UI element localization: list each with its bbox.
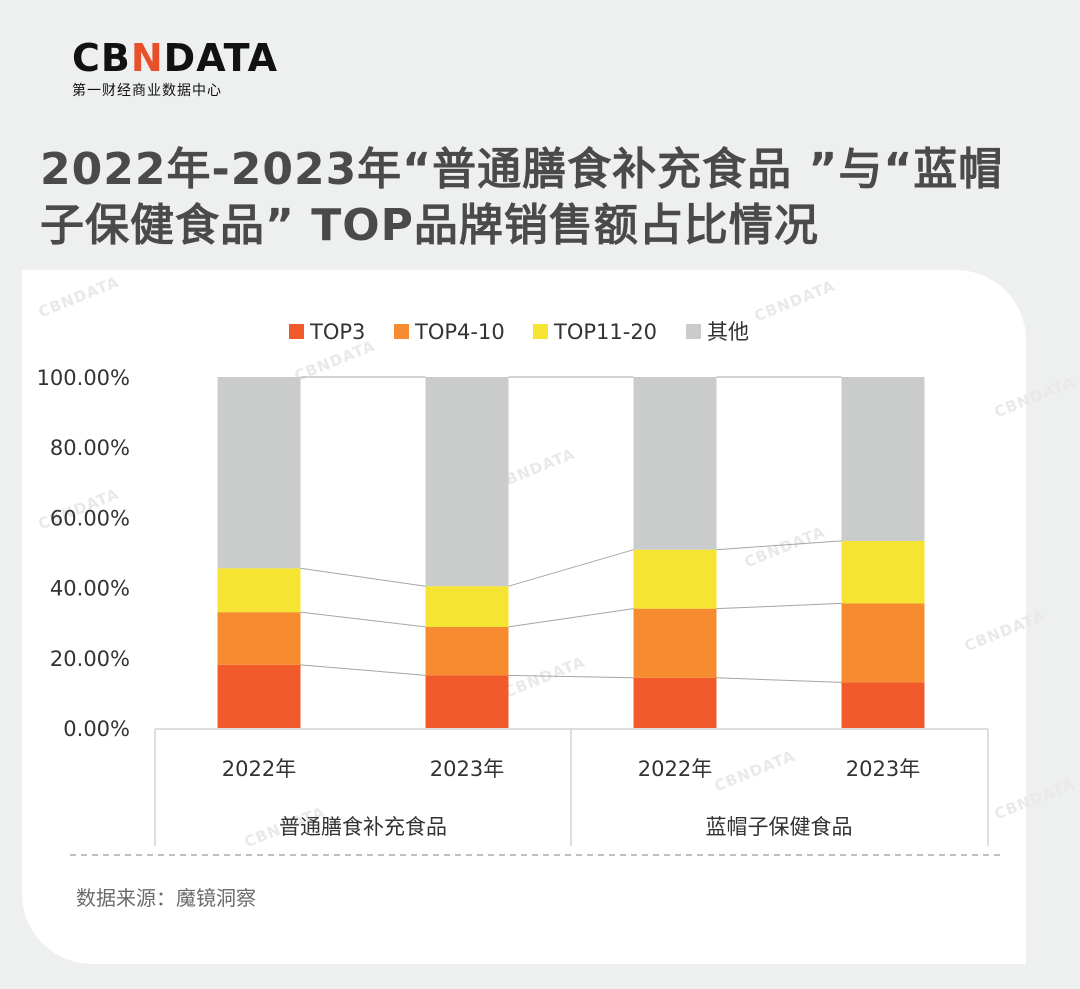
bar-segment-TOP11-20 xyxy=(841,540,925,604)
bar-segment-TOP4-10 xyxy=(217,612,301,665)
logo-text-accent: N xyxy=(130,36,164,80)
bar-segment-TOP4-10 xyxy=(633,608,717,678)
series-line xyxy=(300,664,426,676)
y-tick-label: 80.00% xyxy=(50,436,130,460)
series-line xyxy=(300,567,426,587)
bar-segment-TOP11-20 xyxy=(217,568,301,613)
y-tick-label: 40.00% xyxy=(50,577,130,601)
bar-segment-其他 xyxy=(633,377,717,550)
y-tick-label: 100.00% xyxy=(37,366,130,390)
x-tick-label: 2023年 xyxy=(430,757,504,781)
x-tick-label: 2022年 xyxy=(222,757,296,781)
y-tick-label: 0.00% xyxy=(63,717,130,741)
bar-segment-TOP3 xyxy=(633,677,717,728)
series-line xyxy=(716,602,842,610)
legend-label-4: 其他 xyxy=(707,320,749,344)
logo-subtitle: 第一财经商业数据中心 xyxy=(72,83,222,99)
bar-segment-其他 xyxy=(841,377,925,541)
x-tick-label: 2022年 xyxy=(638,757,712,781)
bar-segment-其他 xyxy=(425,377,509,587)
legend-swatch-3 xyxy=(533,324,548,339)
legend-label-3: TOP11-20 xyxy=(553,320,657,344)
bar-segment-TOP11-20 xyxy=(633,549,717,609)
logo-text-right: DATA xyxy=(163,36,279,80)
bar-segment-TOP4-10 xyxy=(841,603,925,683)
legend-label-1: TOP3 xyxy=(309,320,365,344)
cbndata-logo: CBNDATA 第一财经商业数据中心 xyxy=(72,38,278,100)
x-group-label: 普通膳食补充食品 xyxy=(279,815,447,839)
x-tick-label: 2023年 xyxy=(846,757,920,781)
bar-segment-其他 xyxy=(217,377,301,569)
logo-text-left: CB xyxy=(72,36,131,80)
y-tick-label: 20.00% xyxy=(50,647,130,671)
x-group-label: 蓝帽子保健食品 xyxy=(706,815,853,839)
bar-segment-TOP4-10 xyxy=(425,626,509,676)
series-line xyxy=(508,608,634,628)
bar-segment-TOP11-20 xyxy=(425,586,509,627)
legend-label-2: TOP4-10 xyxy=(414,320,505,344)
series-line xyxy=(508,674,634,679)
series-line xyxy=(508,549,634,587)
legend-swatch-2 xyxy=(394,324,409,339)
bar-segment-TOP3 xyxy=(425,675,509,728)
series-line xyxy=(300,611,426,628)
page-title: 2022年-2023年“普通膳食补充食品 ”与“蓝帽子保健食品” TOP品牌销售… xyxy=(40,144,1004,251)
legend-swatch-4 xyxy=(686,324,701,339)
series-line xyxy=(716,540,842,551)
legend-swatch-1 xyxy=(289,324,304,339)
series-line xyxy=(716,677,842,683)
bar-segment-TOP3 xyxy=(841,682,925,728)
y-tick-label: 60.00% xyxy=(50,506,130,530)
bar-segment-TOP3 xyxy=(217,664,301,728)
logo-wordmark: CBNDATA xyxy=(72,38,278,78)
data-source-note: 数据来源：魔镜洞察 xyxy=(76,886,256,910)
